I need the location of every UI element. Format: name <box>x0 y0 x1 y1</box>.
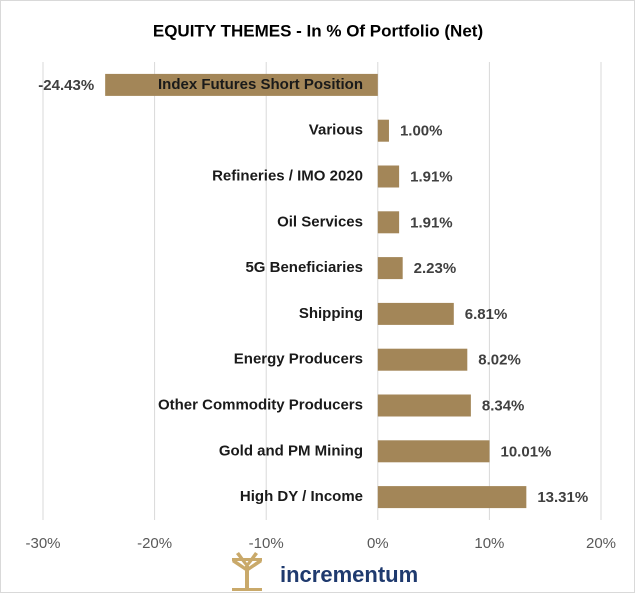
chart-title: EQUITY THEMES - In % Of Portfolio (Net) <box>153 21 483 40</box>
category-label: Index Futures Short Position <box>158 76 363 93</box>
category-label: Oil Services <box>277 213 363 230</box>
category-label: Energy Producers <box>234 351 363 368</box>
x-tick-label: 0% <box>367 535 389 552</box>
value-label: 10.01% <box>501 443 552 460</box>
logo-icon <box>232 552 262 591</box>
bar <box>377 486 527 509</box>
bar <box>377 211 400 234</box>
value-label: 1.91% <box>410 214 453 231</box>
x-tick-label: 20% <box>586 535 616 552</box>
bar <box>377 257 403 280</box>
bar <box>377 302 454 325</box>
category-label: Refineries / IMO 2020 <box>212 167 363 184</box>
value-label: 6.81% <box>465 306 508 323</box>
bar <box>377 440 490 463</box>
category-label: Various <box>309 122 363 139</box>
bar <box>377 348 468 371</box>
logo-text: incrementum <box>280 562 418 587</box>
value-label: -24.43% <box>38 77 94 94</box>
bar <box>377 165 400 188</box>
bar <box>377 119 389 142</box>
value-label: 1.00% <box>400 123 443 140</box>
x-tick-label: -20% <box>137 535 172 552</box>
category-label: 5G Beneficiaries <box>245 259 363 276</box>
category-label: Shipping <box>299 305 363 322</box>
category-label: Gold and PM Mining <box>219 442 363 459</box>
bar <box>377 394 471 417</box>
value-label: 8.34% <box>482 397 525 414</box>
value-label: 8.02% <box>478 352 521 369</box>
x-tick-label: 10% <box>474 535 504 552</box>
value-label: 2.23% <box>414 260 457 277</box>
x-tick-label: -30% <box>25 535 60 552</box>
value-label: 13.31% <box>537 489 588 506</box>
category-label: High DY / Income <box>240 488 363 505</box>
value-label: 1.91% <box>410 168 453 185</box>
category-label: Other Commodity Producers <box>158 396 363 413</box>
x-tick-label: -10% <box>249 535 284 552</box>
bar <box>105 73 378 96</box>
